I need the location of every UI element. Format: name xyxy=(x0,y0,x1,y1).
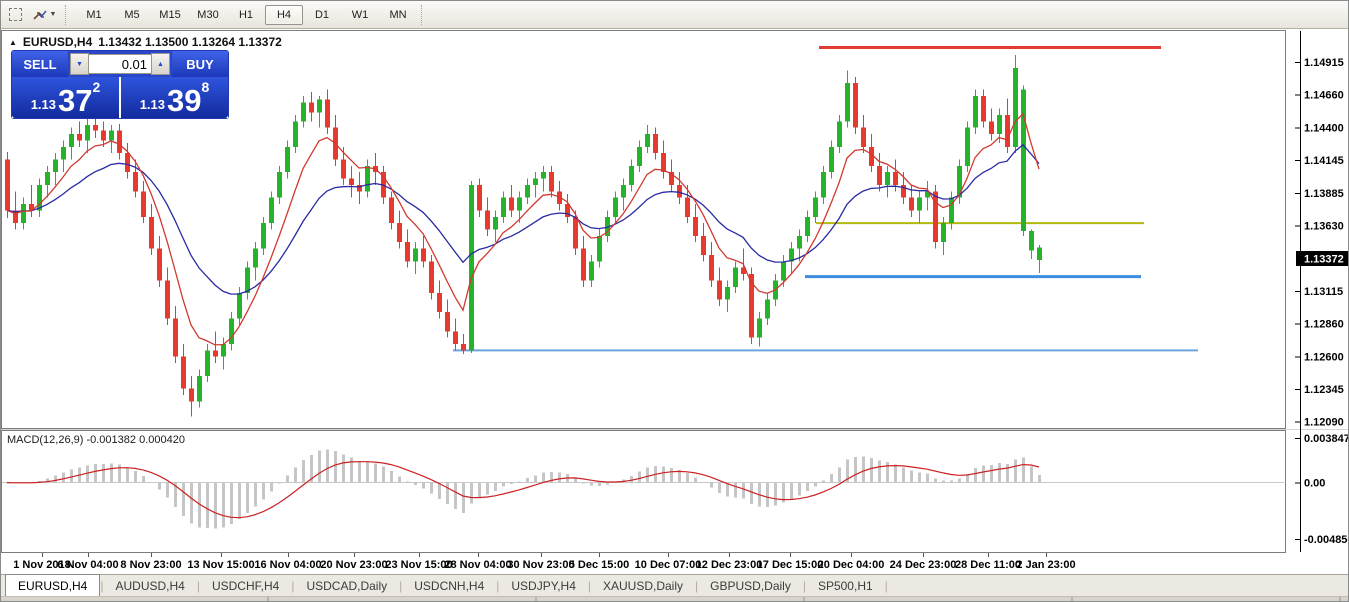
date-axis-tick: 8 Nov 23:00 xyxy=(120,559,181,571)
price-axis-tick: 1.13885 xyxy=(1304,188,1344,200)
price-axis-tick: 1.12345 xyxy=(1304,384,1344,396)
timeframe-button-d1[interactable]: D1 xyxy=(314,8,330,21)
date-axis-tick: 17 Dec 15:00 xyxy=(757,559,824,571)
macd-signal-line xyxy=(6,461,1040,519)
tab-separator: | xyxy=(100,578,104,593)
timeframe-button-m15[interactable]: M15 xyxy=(159,8,181,21)
price-axis-tick: 1.14915 xyxy=(1304,57,1344,69)
timeframe-group: M1 M5 M15 M30 H1 H4 D1 W1 MN xyxy=(75,4,417,25)
chart-window: 1.14915 1.14660 1.14400 1.14145 1.13885 1.136… xyxy=(1,29,1349,574)
timeframe-button-h4[interactable]: H4 xyxy=(265,4,303,25)
chart-selection-icon[interactable] xyxy=(3,4,27,26)
timeframe-button-m5[interactable]: M5 xyxy=(124,8,140,21)
timeframe-button-w1[interactable]: W1 xyxy=(351,8,369,21)
date-axis-tick: 12 Dec 23:00 xyxy=(696,559,763,571)
macd-pane xyxy=(1,430,1286,553)
timeframe-button-m30[interactable]: M30 xyxy=(197,8,219,21)
macd-axis-tick: 0.003847 xyxy=(1304,433,1349,445)
tab-separator: | xyxy=(496,578,500,593)
volume-decrease-button[interactable]: ▼ xyxy=(70,53,89,75)
toolbar: ▼ M1 M5 M15 M30 H1 H4 D1 W1 MN xyxy=(1,1,1348,29)
ma-fast-line xyxy=(6,112,1040,346)
date-axis-tick: 23 Nov 15:00 xyxy=(385,559,452,571)
symbol-tab-usdjpy[interactable]: USDJPY,H4 xyxy=(511,578,576,593)
price-axis-tick: 1.13115 xyxy=(1304,286,1343,298)
toolbar-separator xyxy=(421,4,427,25)
symbol-tab-audusd[interactable]: AUDUSD,H4 xyxy=(115,578,185,593)
arrange-windows-icon[interactable]: ▼ xyxy=(27,4,61,26)
sell-price-panel[interactable]: 1.13 37 2 xyxy=(12,77,119,118)
price-axis-tick: 1.14400 xyxy=(1304,123,1344,135)
date-axis-tick: 6 Nov 04:00 xyxy=(57,559,118,571)
symbol-tab-xauusd[interactable]: XAUUSD,Daily xyxy=(603,578,684,593)
timeframe-button-m1[interactable]: M1 xyxy=(86,8,102,21)
sell-button[interactable]: SELL xyxy=(12,51,68,77)
tab-separator: | xyxy=(695,578,699,593)
price-axis: 1.14915 1.14660 1.14400 1.14145 1.13885 1.136… xyxy=(1295,31,1349,552)
date-axis-tick: 13 Nov 15:00 xyxy=(187,559,254,571)
candles-layer xyxy=(5,55,1042,417)
svg-text:1.13372: 1.13372 xyxy=(1304,254,1344,266)
date-axis-tick: 1 Nov 2018 xyxy=(13,559,70,571)
tab-separator: | xyxy=(587,578,591,593)
buy-price-panel[interactable]: 1.13 39 8 xyxy=(121,77,228,118)
date-axis-tick: 28 Nov 04:00 xyxy=(444,559,511,571)
tab-separator: | xyxy=(884,578,888,593)
ma-slow-line xyxy=(6,143,1040,295)
macd-axis-tick: -0.004856 xyxy=(1304,534,1349,546)
volume-input[interactable] xyxy=(89,55,151,73)
horizontal-scrollbar[interactable] xyxy=(1,596,1348,601)
macd-axis-tick: 0.00 xyxy=(1304,478,1325,490)
price-axis-tick: 1.12860 xyxy=(1304,319,1344,331)
volume-increase-button[interactable]: ▲ xyxy=(151,53,170,75)
date-axis-tick: 2 Jan 23:00 xyxy=(1016,559,1075,571)
price-axis-tick: 1.14660 xyxy=(1304,90,1344,102)
tab-separator: | xyxy=(399,578,403,593)
price-axis-tick: 1.12600 xyxy=(1304,352,1344,364)
symbol-tab-eurusd[interactable]: EURUSD,H4 xyxy=(5,574,101,596)
date-axis-tick: 16 Nov 04:00 xyxy=(254,559,321,571)
date-axis-tick: 20 Nov 23:00 xyxy=(320,559,387,571)
symbol-tab-usdcad[interactable]: USDCAD,Daily xyxy=(306,578,388,593)
current-price-label: 1.13372 xyxy=(1296,251,1348,267)
price-axis-tick: 1.14145 xyxy=(1304,155,1344,167)
timeframe-button-h1[interactable]: H1 xyxy=(238,8,254,21)
symbol-tab-sp500[interactable]: SP500,H1 xyxy=(817,578,873,593)
date-axis-tick: 5 Dec 15:00 xyxy=(569,559,630,571)
tab-separator: | xyxy=(802,578,806,593)
price-chart-canvas[interactable]: 1.14915 1.14660 1.14400 1.14145 1.13885 1.136… xyxy=(1,29,1349,574)
date-axis-tick: 28 Dec 11:00 xyxy=(955,559,1021,571)
date-axis-tick: 24 Dec 23:00 xyxy=(890,559,957,571)
date-axis-tick: 30 Nov 23:00 xyxy=(507,559,574,571)
date-axis-tick: 20 Dec 04:00 xyxy=(818,559,885,571)
dropdown-caret-icon: ▼ xyxy=(49,11,57,18)
symbol-tab-gbpusd[interactable]: GBPUSD,Daily xyxy=(710,578,791,593)
date-axis-tick: 10 Dec 07:00 xyxy=(635,559,702,571)
tab-separator: | xyxy=(291,578,295,593)
symbol-tab-usdchf[interactable]: USDCHF,H4 xyxy=(211,578,280,593)
tab-separator: | xyxy=(196,578,200,593)
symbol-tab-bar: EURUSD,H4 | AUDUSD,H4 | USDCHF,H4 | USDCAD,Dai… xyxy=(1,574,1348,596)
timeframe-button-mn[interactable]: MN xyxy=(389,8,407,21)
buy-button[interactable]: BUY xyxy=(172,51,228,77)
price-axis-tick: 1.12090 xyxy=(1304,417,1344,429)
pane-divider[interactable] xyxy=(1,429,1349,430)
toolbar-separator xyxy=(65,4,71,25)
symbol-tab-usdcnh[interactable]: USDCNH,H4 xyxy=(414,578,485,593)
price-axis-tick: 1.13630 xyxy=(1304,221,1344,233)
